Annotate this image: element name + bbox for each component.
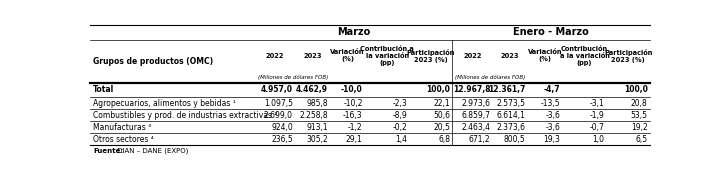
Text: 236,5: 236,5	[271, 135, 293, 144]
Text: 2022: 2022	[266, 53, 284, 59]
Text: (Millones de dólares FOB): (Millones de dólares FOB)	[455, 74, 525, 80]
Text: 2.699,0: 2.699,0	[264, 111, 293, 120]
Text: 800,5: 800,5	[503, 135, 525, 144]
Text: 6,8: 6,8	[438, 135, 451, 144]
Text: 19,3: 19,3	[543, 135, 560, 144]
Text: Total: Total	[93, 85, 114, 94]
Text: 4.462,9: 4.462,9	[296, 85, 328, 94]
Text: -8,9: -8,9	[392, 111, 407, 120]
Text: 2.463,4: 2.463,4	[461, 123, 490, 132]
Text: Contribución a
la variación
(pp): Contribución a la variación (pp)	[360, 46, 414, 66]
Text: -3,6: -3,6	[545, 123, 560, 132]
Text: Otros sectores ⁴: Otros sectores ⁴	[93, 135, 154, 144]
Text: Participación
2023 (%): Participación 2023 (%)	[406, 49, 455, 63]
Text: 12.361,7: 12.361,7	[488, 85, 525, 94]
Text: 29,1: 29,1	[346, 135, 362, 144]
Text: -10,2: -10,2	[343, 99, 362, 108]
Text: Manufacturas ³: Manufacturas ³	[93, 123, 152, 132]
Text: 20,5: 20,5	[433, 123, 451, 132]
Text: -0,2: -0,2	[392, 123, 407, 132]
Text: -3,6: -3,6	[545, 111, 560, 120]
Text: -1,9: -1,9	[590, 111, 604, 120]
Text: (Millones de dólares FOB): (Millones de dólares FOB)	[258, 74, 328, 80]
Text: -13,5: -13,5	[540, 99, 560, 108]
Text: Contribución
a la variación
(pp): Contribución a la variación (pp)	[560, 46, 609, 66]
Text: 2023: 2023	[500, 53, 519, 59]
Text: Fuente:: Fuente:	[93, 148, 123, 154]
Text: 4.957,0: 4.957,0	[261, 85, 293, 94]
Text: 100,0: 100,0	[427, 85, 451, 94]
Text: -16,3: -16,3	[343, 111, 362, 120]
Text: 19,2: 19,2	[631, 123, 648, 132]
Text: 12.967,8: 12.967,8	[453, 85, 490, 94]
Text: Participación
2023 (%): Participación 2023 (%)	[604, 49, 653, 63]
Text: DIAN – DANE (EXPO): DIAN – DANE (EXPO)	[115, 148, 188, 154]
Text: 6.614,1: 6.614,1	[496, 111, 525, 120]
Text: 2.373,6: 2.373,6	[496, 123, 525, 132]
Text: 671,2: 671,2	[469, 135, 490, 144]
Text: Grupos de productos (OMC): Grupos de productos (OMC)	[93, 57, 213, 66]
Text: -10,0: -10,0	[341, 85, 362, 94]
Text: -3,1: -3,1	[590, 99, 604, 108]
Text: Variación
(%): Variación (%)	[528, 49, 562, 62]
Text: 22,1: 22,1	[434, 99, 451, 108]
Text: 6.859,7: 6.859,7	[461, 111, 490, 120]
Text: 913,1: 913,1	[306, 123, 328, 132]
Text: Agropecuarios, alimentos y bebidas ¹: Agropecuarios, alimentos y bebidas ¹	[93, 99, 236, 108]
Text: 2.573,5: 2.573,5	[496, 99, 525, 108]
Text: -2,3: -2,3	[392, 99, 407, 108]
Text: Combustibles y prod. de industrias extractivas ²: Combustibles y prod. de industrias extra…	[93, 111, 277, 120]
Text: 6,5: 6,5	[635, 135, 648, 144]
Text: 305,2: 305,2	[306, 135, 328, 144]
Text: -4,7: -4,7	[544, 85, 560, 94]
Text: 1.097,5: 1.097,5	[264, 99, 293, 108]
Text: 985,8: 985,8	[306, 99, 328, 108]
Text: -1,2: -1,2	[348, 123, 362, 132]
Text: 50,6: 50,6	[433, 111, 451, 120]
Text: 2.973,6: 2.973,6	[461, 99, 490, 108]
Text: 53,5: 53,5	[630, 111, 648, 120]
Text: 100,0: 100,0	[624, 85, 648, 94]
Text: Variación
(%): Variación (%)	[330, 49, 365, 62]
Text: 924,0: 924,0	[271, 123, 293, 132]
Text: 1,4: 1,4	[395, 135, 407, 144]
Text: -0,7: -0,7	[590, 123, 604, 132]
Text: Enero - Marzo: Enero - Marzo	[513, 27, 589, 37]
Text: 20,8: 20,8	[631, 99, 648, 108]
Text: 1,0: 1,0	[593, 135, 604, 144]
Text: 2.258,8: 2.258,8	[299, 111, 328, 120]
Text: Marzo: Marzo	[337, 27, 370, 37]
Text: 2023: 2023	[303, 53, 322, 59]
Text: 2022: 2022	[464, 53, 482, 59]
